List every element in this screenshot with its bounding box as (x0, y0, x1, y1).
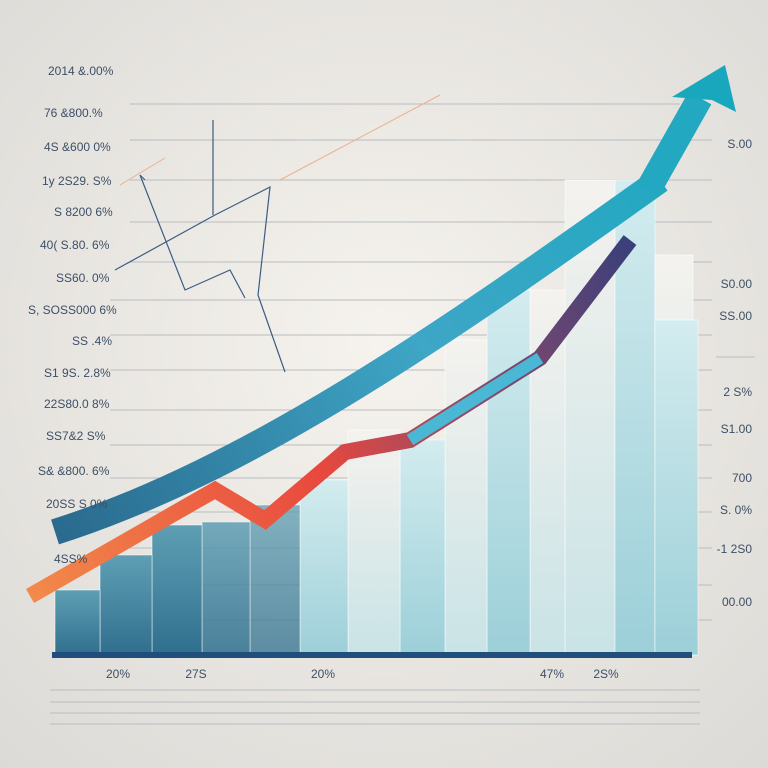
right-label: 00.00 (722, 595, 752, 609)
right-label: S. 0% (720, 503, 752, 517)
right-label: SS.00 (719, 309, 752, 323)
left-label: S 8200 6% (54, 205, 113, 219)
left-label: SS7&2 S% (46, 429, 106, 443)
right-labels: S.00 S0.00 SS.00 2 S% S1.00 700 S. 0% -1 2S0 00.… (717, 137, 753, 609)
bottom-labels: 20% 27S 20% 47% 2S% (106, 667, 619, 681)
left-label: 4S &600 0% (44, 140, 111, 154)
right-label: -1 2S0 (717, 542, 753, 556)
bottom-label: 20% (311, 667, 335, 681)
left-label: 20SS S 0% (46, 497, 108, 511)
warm-arrow (26, 235, 637, 603)
left-label: 40( S.80. 6% (40, 238, 110, 252)
right-label: S1.00 (721, 422, 753, 436)
bottom-label: 27S (185, 667, 206, 681)
left-label: S1 9S. 2.8% (44, 366, 111, 380)
right-label: S0.00 (721, 277, 753, 291)
left-labels: 2014 &.00% 76 &800.% 4S &600 0% 1y 2S29. S%… (28, 64, 117, 566)
bottom-label: 47% (540, 667, 564, 681)
main-arrow (51, 65, 736, 545)
left-label: 76 &800.% (44, 106, 103, 120)
thin-line (114, 120, 286, 373)
right-label: 2 S% (723, 385, 752, 399)
left-label: 22S80.0 8% (44, 397, 110, 411)
right-label: S.00 (727, 137, 752, 151)
left-label: S& &800. 6% (38, 464, 110, 478)
bars (52, 179, 699, 658)
left-label: SS .4% (72, 334, 112, 348)
left-label: 4SS% (54, 552, 88, 566)
bottom-label: 20% (106, 667, 130, 681)
left-label: S, SOSS000 6% (28, 303, 117, 317)
right-label: 700 (732, 471, 752, 485)
left-label: 2014 &.00% (48, 64, 114, 78)
left-label: 1y 2S29. S% (42, 174, 112, 188)
bottom-label: 2S% (593, 667, 619, 681)
left-label: SS60. 0% (56, 271, 110, 285)
